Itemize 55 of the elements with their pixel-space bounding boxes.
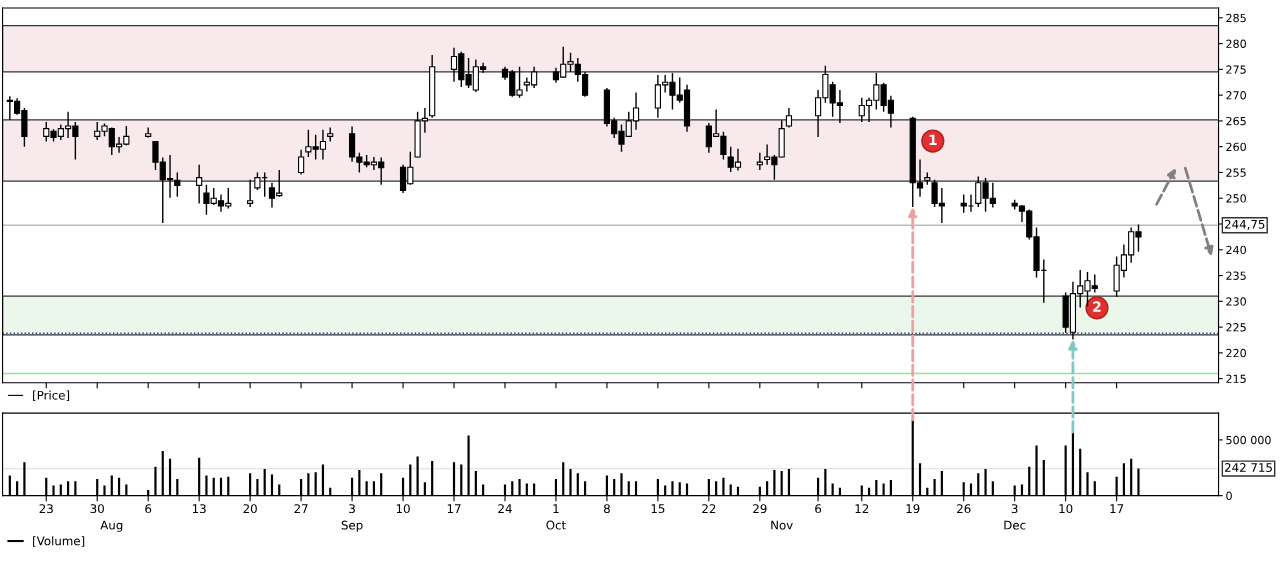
y-tick-label: 270 bbox=[1226, 91, 1246, 100]
x2-tick-label: Aug bbox=[100, 520, 123, 532]
x-tick-label: 29 bbox=[753, 504, 767, 514]
y-tick-label: 255 bbox=[1226, 168, 1246, 177]
x-tick-label: 10 bbox=[1059, 504, 1073, 514]
legend-label: [Volume] bbox=[33, 536, 85, 547]
x2-tick-label: Oct bbox=[546, 520, 566, 530]
y-tick-label: 275 bbox=[1226, 65, 1246, 74]
x-tick-label: 20 bbox=[243, 504, 257, 514]
x-tick-label: 8 bbox=[603, 504, 610, 514]
y-tick-label: 250 bbox=[1226, 194, 1246, 203]
y-tick-label: 265 bbox=[1226, 116, 1246, 126]
x-tick-label: 17 bbox=[1110, 504, 1124, 513]
candlestick bbox=[756, 152, 763, 171]
x-tick-label: 17 bbox=[447, 504, 461, 513]
x2-tick-label: Dec bbox=[1004, 520, 1026, 530]
x-tick-label: 1 bbox=[553, 504, 559, 513]
y-tick-label: 240 bbox=[1226, 245, 1246, 255]
x-tick-label: 15 bbox=[651, 504, 665, 514]
x-tick-label: 27 bbox=[294, 504, 308, 513]
candlestick bbox=[174, 171, 181, 198]
candlestick bbox=[297, 149, 305, 176]
x-tick-label: 3 bbox=[1011, 504, 1018, 514]
candlestick bbox=[247, 178, 254, 208]
x-tick-label: 6 bbox=[815, 504, 822, 514]
y-tick-label: 225 bbox=[1226, 323, 1246, 332]
x-tick-label: 12 bbox=[855, 504, 869, 513]
y-tick-label: 285 bbox=[1226, 13, 1246, 23]
x-tick-label: 3 bbox=[349, 504, 355, 514]
y-tick-label: 0 bbox=[1226, 491, 1232, 501]
candlestick bbox=[785, 107, 793, 129]
x2-tick-label: Sep bbox=[341, 520, 363, 532]
y-tick-label: 220 bbox=[1226, 348, 1246, 358]
x-tick-label: 22 bbox=[702, 504, 716, 513]
y-tick-label: 230 bbox=[1226, 297, 1246, 306]
x-tick-label: 6 bbox=[145, 504, 152, 514]
x-tick-label: 24 bbox=[498, 504, 512, 513]
annotation: 1 bbox=[929, 134, 937, 145]
y-tick-label: 280 bbox=[1226, 39, 1246, 48]
x-tick-label: 23 bbox=[39, 504, 53, 514]
x2-tick-label: Nov bbox=[771, 520, 793, 530]
y-tick-label: 500 000 bbox=[1226, 435, 1271, 445]
candlestick bbox=[196, 164, 203, 205]
x-tick-label: 26 bbox=[957, 504, 971, 514]
legend-label: [Price] bbox=[33, 390, 70, 402]
x-tick-label: 13 bbox=[192, 504, 206, 514]
x-tick-label: 10 bbox=[396, 504, 410, 514]
ref-line-label: 242 715 bbox=[1224, 463, 1272, 473]
x-tick-label: 19 bbox=[906, 504, 920, 514]
y-tick-label: 235 bbox=[1226, 271, 1246, 280]
y-tick-label: 260 bbox=[1226, 142, 1246, 152]
y-tick-label: 215 bbox=[1226, 374, 1246, 384]
x-tick-label: 30 bbox=[90, 504, 104, 514]
annotation: 2 bbox=[1093, 301, 1101, 312]
ref-line-label: 244,75 bbox=[1224, 219, 1265, 230]
